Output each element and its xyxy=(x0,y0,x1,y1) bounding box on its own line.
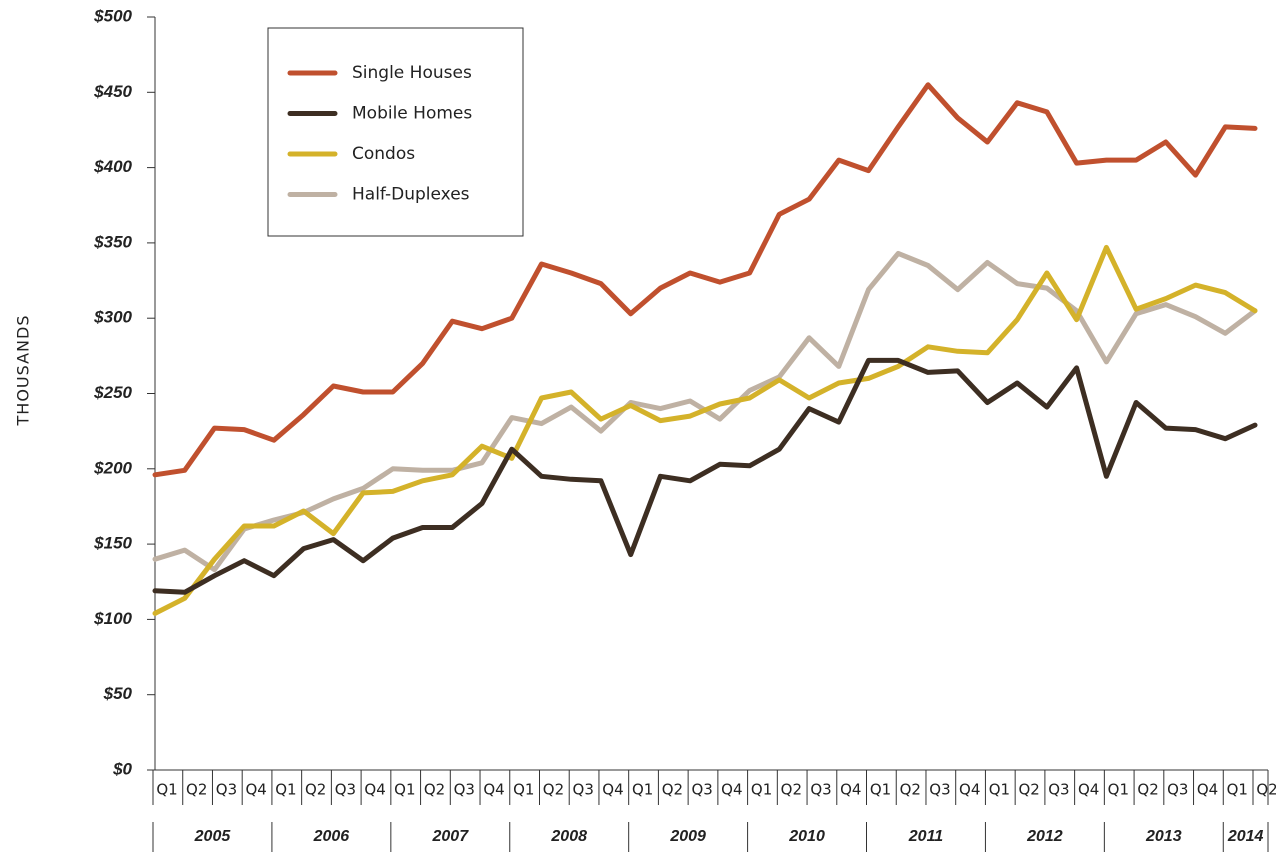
y-tick-label: $300 xyxy=(93,308,132,327)
series-line xyxy=(152,244,1258,616)
x-tick-label: Q3 xyxy=(810,781,831,799)
x-tick-label: Q4 xyxy=(721,781,742,799)
y-tick-label: $100 xyxy=(93,609,132,628)
x-tick-label: Q2 xyxy=(305,781,326,799)
x-tick-label: Q4 xyxy=(602,781,623,799)
year-label: 2010 xyxy=(788,828,825,845)
year-label: 2011 xyxy=(908,828,944,845)
x-tick-label: Q3 xyxy=(216,781,237,799)
year-label: 2005 xyxy=(194,828,232,845)
y-tick-label: $500 xyxy=(93,6,132,25)
x-tick-label: Q1 xyxy=(1227,781,1248,799)
year-label: 2006 xyxy=(313,828,350,845)
x-tick-label: Q1 xyxy=(632,781,653,799)
legend-label: Single Houses xyxy=(352,63,472,83)
x-tick-label: Q4 xyxy=(246,781,267,799)
year-label: 2012 xyxy=(1026,828,1063,845)
legend-label: Half-Duplexes xyxy=(352,185,470,205)
x-tick-label: Q2 xyxy=(424,781,445,799)
y-axis-label: THOUSANDS xyxy=(14,315,33,427)
y-tick-label: $400 xyxy=(93,157,132,176)
x-tick-label: Q4 xyxy=(364,781,385,799)
x-tick-label: Q1 xyxy=(275,781,296,799)
x-tick-label: Q1 xyxy=(1108,781,1129,799)
x-tick-label: Q4 xyxy=(1197,781,1218,799)
x-tick-label: Q3 xyxy=(1048,781,1069,799)
year-label: 2008 xyxy=(550,828,587,845)
year-label: 2009 xyxy=(669,828,706,845)
x-tick-label: Q2 xyxy=(900,781,921,799)
x-tick-label: Q1 xyxy=(989,781,1010,799)
year-label: 2007 xyxy=(432,828,470,845)
x-tick-label: Q1 xyxy=(156,781,177,799)
x-tick-label: Q3 xyxy=(573,781,594,799)
y-tick-label: $250 xyxy=(93,383,132,402)
x-tick-label: Q1 xyxy=(513,781,534,799)
x-tick-label: Q3 xyxy=(929,781,950,799)
y-tick-label: $350 xyxy=(93,232,132,251)
y-tick-label: $450 xyxy=(93,82,132,101)
x-tick-label: Q1 xyxy=(751,781,772,799)
x-tick-label: Q3 xyxy=(691,781,712,799)
x-tick-label: Q3 xyxy=(454,781,475,799)
x-tick-label: Q4 xyxy=(840,781,861,799)
x-tick-label: Q1 xyxy=(870,781,891,799)
legend-label: Condos xyxy=(352,144,415,164)
x-tick-label: Q2 xyxy=(662,781,683,799)
y-tick-label: $0 xyxy=(112,759,132,778)
x-tick-label: Q1 xyxy=(394,781,415,799)
x-tick-label: Q2 xyxy=(781,781,802,799)
series-line xyxy=(152,82,1258,478)
x-tick-label: Q2 xyxy=(1137,781,1158,799)
x-tick-label: Q2 xyxy=(1018,781,1039,799)
x-tick-label: Q4 xyxy=(959,781,980,799)
year-label: 2013 xyxy=(1145,828,1182,845)
x-tick-label: Q2 xyxy=(543,781,564,799)
series-line xyxy=(152,357,1258,595)
x-tick-label: Q3 xyxy=(335,781,356,799)
x-tick-label: Q2 xyxy=(1256,781,1276,799)
legend-label: Mobile Homes xyxy=(352,104,472,124)
x-tick-label: Q4 xyxy=(1078,781,1099,799)
y-tick-label: $150 xyxy=(93,534,132,553)
legend-box xyxy=(267,27,524,237)
x-tick-label: Q2 xyxy=(186,781,207,799)
x-tick-label: Q4 xyxy=(483,781,504,799)
y-tick-label: $200 xyxy=(93,458,132,477)
y-tick-label: $50 xyxy=(103,684,133,703)
x-tick-label: Q3 xyxy=(1167,781,1188,799)
year-label: 2014 xyxy=(1227,828,1264,845)
